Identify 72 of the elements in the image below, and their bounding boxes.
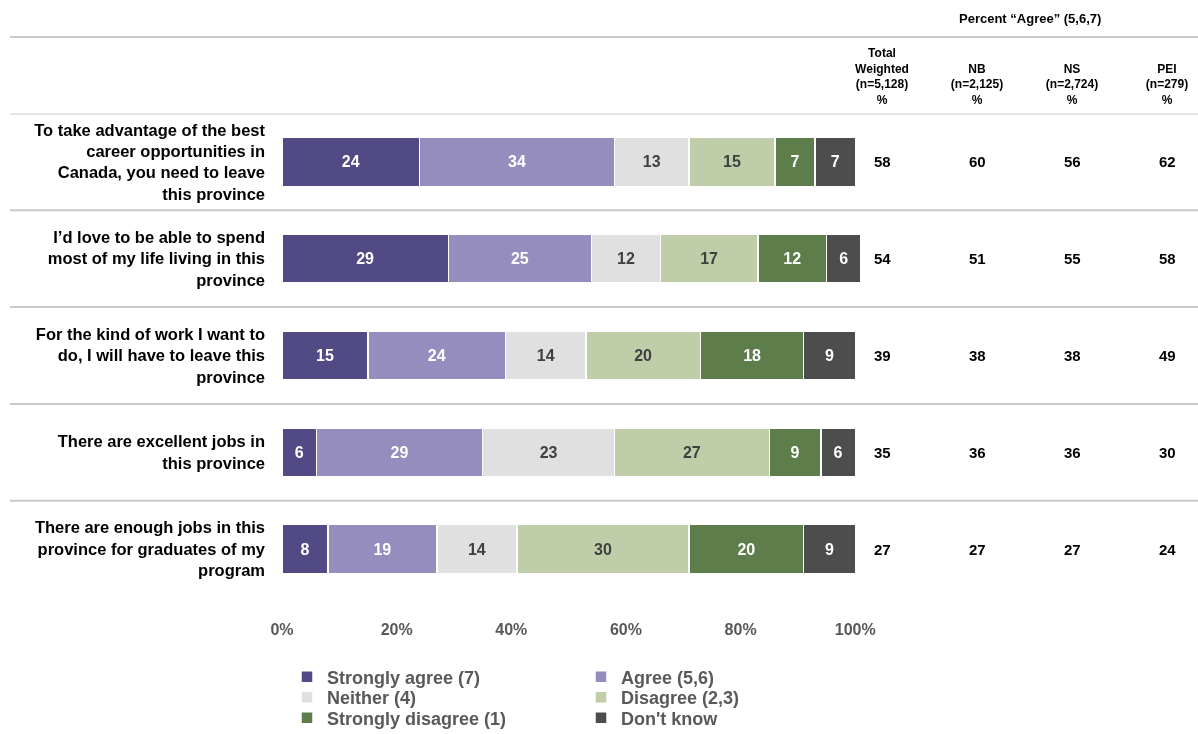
text: 58 [1159,250,1176,267]
text: 30 [1159,444,1176,461]
data-label: 7 [790,153,800,171]
text: 62 [1159,153,1176,170]
data-label: 6 [839,250,849,268]
data-label: 8 [300,540,310,558]
text: 60 [969,153,986,170]
data-label: 6 [833,443,843,461]
data-label: 18 [743,347,762,364]
data-label: 27 [682,443,701,461]
text: 38 [1064,347,1081,364]
text: 58 [874,153,891,170]
legend-label: Strongly agree (7) [327,667,481,688]
text: 39 [874,347,891,364]
text: 27 [1064,541,1081,558]
text: 51 [969,250,986,267]
text: 27 [969,541,986,558]
legend-label: Strongly disagree (1) [327,708,507,729]
data-label: 24 [427,347,446,364]
data-label: 13 [642,153,661,171]
data-label: 9 [824,540,834,558]
text: Percent “Agree” (5,6,7) [959,11,1102,26]
y-tick-label: For the kind of work I want to do, I will have to leave this province [35,324,265,386]
text: 35 [874,444,891,461]
text: 36 [969,444,986,461]
text: 38 [969,347,986,364]
data-label: 29 [390,443,409,461]
text: 49 [1159,347,1176,364]
data-label: 25 [510,250,529,268]
category-label: NB (n=2,125) % [950,61,1004,108]
x-tick-label: 60% [609,620,642,638]
data-label: 34 [508,153,526,171]
data-label: 30 [594,540,612,558]
data-label: 14 [536,347,555,364]
data-label: 20 [737,540,756,558]
data-label: 17 [700,250,719,268]
x-tick-label: 80% [724,620,757,638]
x-tick-label: 20% [380,620,413,638]
y-tick-label: I’d love to be able to spend most of my life living in this province [47,228,265,289]
text: 55 [1064,250,1081,267]
y-tick-label: To take advantage of the best career opportunities in Canada, you need to leave this province [34,120,266,203]
data-label: 19 [373,540,392,558]
text: 56 [1064,153,1081,170]
text: 36 [1064,444,1081,461]
y-tick-label: There are excellent jobs in this province [57,432,265,472]
data-label: 14 [467,540,486,558]
y-tick-label: There are enough jobs in this province for graduates of my program [34,518,266,580]
data-label: 24 [341,153,360,171]
data-label: 9 [790,443,800,461]
category-label: Total Weighted (n=5,128) % [855,46,909,108]
data-label: 23 [539,443,558,461]
data-label: 12 [617,250,635,268]
x-tick-label: 100% [834,620,876,638]
category-label: NS (n=2,724) % [1045,61,1099,108]
data-label: 6 [294,443,304,461]
data-label: 29 [356,250,375,268]
data-label: 12 [783,250,802,268]
text: 24 [1159,541,1177,558]
category-label: PEI (n=279) % [1145,61,1189,108]
data-label: 7 [830,153,840,171]
data-label: 15 [723,153,741,171]
data-label: 15 [316,347,334,364]
legend-label: Disagree (2,3) [621,688,740,709]
x-tick-label: 40% [495,620,528,638]
data-label: 9 [824,347,834,364]
legend-label: Neither (4) [327,688,417,709]
text: 27 [874,541,891,558]
x-tick-label: 0% [270,620,294,638]
legend-label: Don't know [621,708,719,729]
data-label: 20 [634,347,653,364]
legend-label: Agree (5,6) [621,667,715,688]
text: 54 [874,250,892,267]
